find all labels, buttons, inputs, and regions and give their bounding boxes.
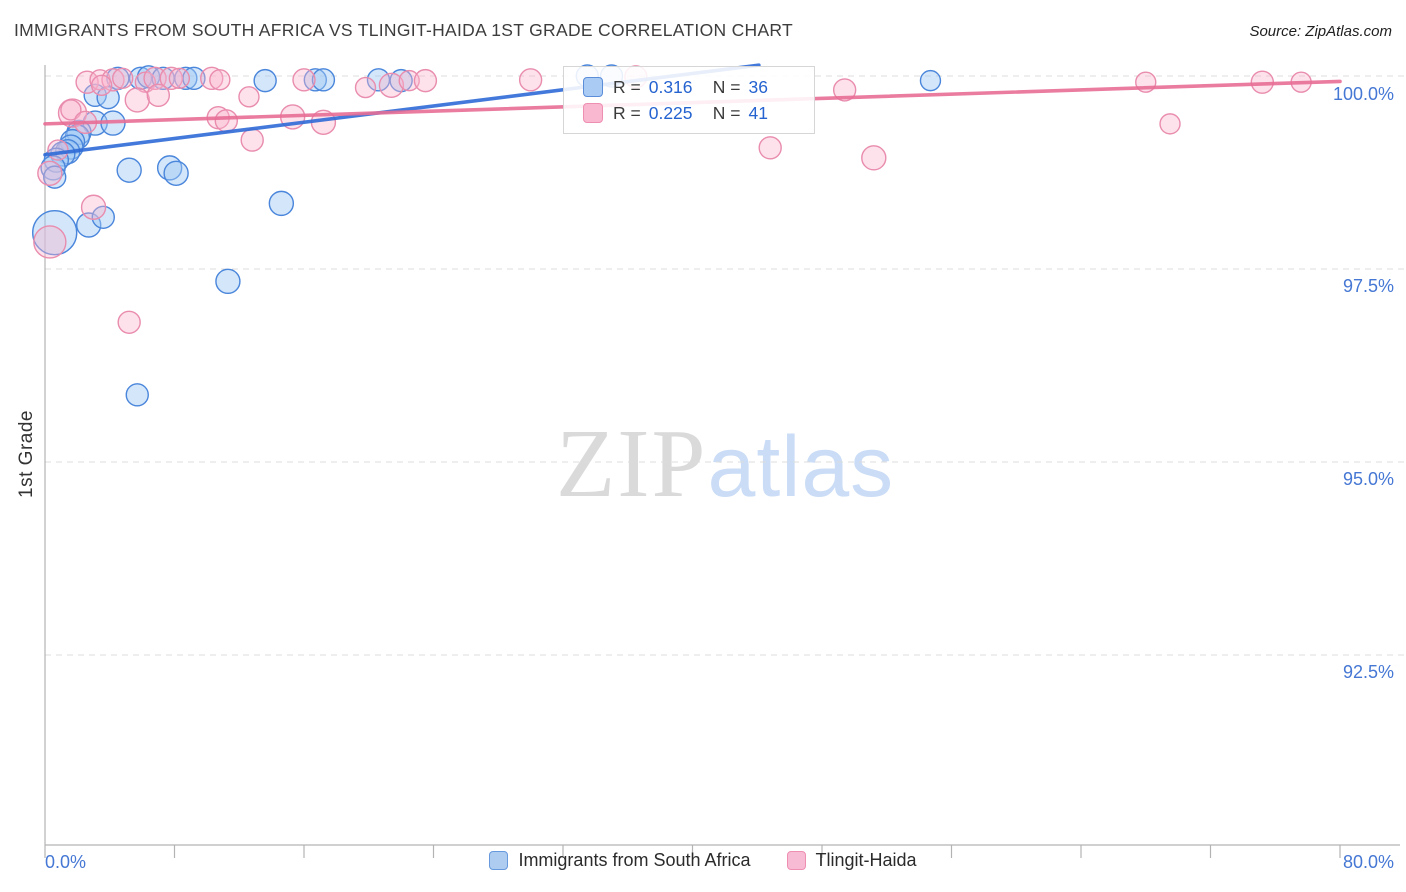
y-tick-97-5: 97.5% — [1342, 276, 1394, 296]
n-label: N = — [712, 102, 741, 123]
n-value: 41 — [748, 102, 768, 123]
legend-label-tlingit-haida: Tlingit-Haida — [815, 850, 917, 870]
legend-item-south-africa[interactable]: Immigrants from South Africa — [489, 850, 751, 871]
data-point-tlingit-haida[interactable] — [214, 109, 239, 133]
data-point-tlingit-haida[interactable] — [354, 76, 377, 99]
r-value: 0.225 — [648, 102, 693, 123]
y-tick-100: 100.0% — [1332, 84, 1394, 104]
data-point-tlingit-haida[interactable] — [37, 160, 63, 186]
data-point-tlingit-haida[interactable] — [143, 66, 167, 91]
data-point-tlingit-haida[interactable] — [159, 66, 183, 91]
blue-series-swatch-icon — [583, 77, 603, 97]
data-point-tlingit-haida[interactable] — [209, 69, 231, 91]
data-point-tlingit-haida[interactable] — [398, 69, 420, 92]
data-point-south-africa[interactable] — [919, 69, 942, 92]
data-point-south-africa[interactable] — [311, 68, 336, 92]
data-point-tlingit-haida[interactable] — [240, 128, 264, 152]
data-point-south-africa[interactable] — [116, 157, 142, 183]
data-point-tlingit-haida[interactable] — [200, 66, 224, 91]
n-label: N = — [712, 76, 741, 97]
data-point-south-africa[interactable] — [91, 205, 115, 229]
chart-legend: Immigrants from South Africa Tlingit-Hai… — [0, 850, 1406, 871]
x-axis-max-label: 80.0% — [1342, 852, 1394, 872]
page-title: IMMIGRANTS FROM SOUTH AFRICA VS TLINGIT-… — [14, 20, 794, 40]
pink-series-swatch-icon — [583, 103, 603, 123]
legend-label-south-africa: Immigrants from South Africa — [518, 850, 751, 870]
r-value: 0.316 — [648, 76, 693, 97]
data-point-tlingit-haida[interactable] — [292, 68, 316, 92]
blue-legend-swatch-icon — [489, 851, 509, 870]
n-value: 36 — [748, 76, 768, 97]
data-point-tlingit-haida[interactable] — [378, 72, 405, 98]
data-point-tlingit-haida[interactable] — [758, 136, 782, 160]
data-point-tlingit-haida[interactable] — [861, 145, 887, 171]
x-axis-min-label: 0.0% — [45, 852, 87, 872]
data-point-tlingit-haida[interactable] — [238, 86, 260, 108]
data-point-tlingit-haida[interactable] — [1159, 113, 1181, 135]
data-point-tlingit-haida[interactable] — [111, 67, 134, 90]
y-axis-title: 1st Grade — [16, 410, 37, 498]
data-point-tlingit-haida[interactable] — [90, 74, 113, 96]
data-point-tlingit-haida[interactable] — [124, 87, 150, 113]
data-point-south-africa[interactable] — [253, 68, 277, 93]
data-point-tlingit-haida[interactable] — [518, 68, 543, 92]
data-point-south-africa[interactable] — [43, 165, 67, 189]
stats-row-tlingit-haida: R = 0.225 N = 41 — [583, 103, 814, 124]
data-point-tlingit-haida[interactable] — [117, 310, 141, 334]
source-credit: Source: ZipAtlas.com — [1249, 23, 1392, 40]
pink-legend-swatch-icon — [786, 851, 806, 870]
correlation-stats-box: R = 0.316 N = 36 R = 0.225 N = 41 — [563, 66, 815, 134]
data-point-tlingit-haida[interactable] — [413, 68, 438, 93]
data-point-tlingit-haida[interactable] — [168, 67, 191, 90]
data-point-tlingit-haida[interactable] — [80, 194, 107, 220]
stats-row-south-africa: R = 0.316 N = 36 — [583, 77, 814, 98]
data-point-tlingit-haida[interactable] — [832, 78, 857, 102]
r-label: R = — [613, 76, 641, 97]
data-point-south-africa[interactable] — [163, 160, 189, 186]
data-point-tlingit-haida[interactable] — [47, 139, 69, 161]
legend-item-tlingit-haida[interactable]: Tlingit-Haida — [786, 850, 917, 871]
r-label: R = — [613, 102, 641, 123]
y-tick-92-5: 92.5% — [1342, 662, 1394, 682]
data-point-tlingit-haida[interactable] — [146, 83, 171, 108]
data-point-south-africa[interactable] — [125, 383, 149, 407]
y-tick-95: 95.0% — [1342, 469, 1394, 489]
data-point-south-africa[interactable] — [268, 190, 295, 217]
data-point-south-africa[interactable] — [215, 268, 241, 295]
data-point-tlingit-haida[interactable] — [33, 225, 67, 259]
data-point-tlingit-haida[interactable] — [60, 99, 82, 121]
